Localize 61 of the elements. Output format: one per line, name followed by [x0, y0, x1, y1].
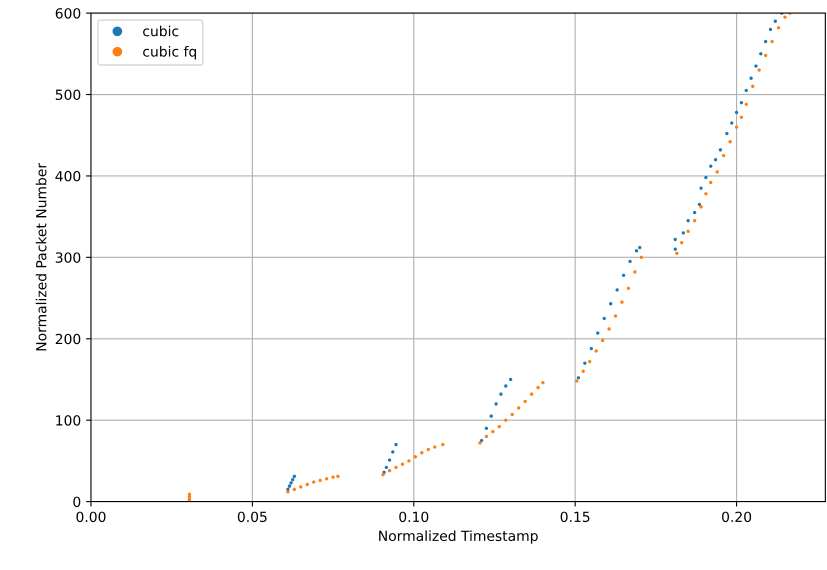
x-axis-title: Normalized Timestamp [379, 530, 538, 544]
point [576, 376, 580, 380]
point [686, 219, 690, 222]
point [504, 384, 508, 388]
point [674, 238, 677, 242]
x-tick-label: 0.05 [238, 512, 267, 522]
point [291, 478, 294, 482]
y-tick-label: 600 [56, 8, 80, 19]
point [744, 88, 748, 92]
point [740, 100, 744, 104]
point [494, 402, 498, 406]
point [725, 132, 729, 136]
point [590, 346, 594, 350]
point [764, 40, 768, 44]
point [628, 260, 632, 264]
point [384, 466, 388, 470]
point [674, 248, 677, 251]
y-tick-label: 300 [56, 252, 80, 263]
point [608, 302, 612, 306]
point [749, 76, 753, 80]
point [288, 484, 292, 488]
y-tick-label: 400 [55, 170, 80, 182]
x-tick-label: 0.00 [76, 512, 106, 522]
x-tick-label: 0.20 [722, 512, 752, 522]
y-tick-label: 0 [73, 496, 80, 508]
point [490, 414, 493, 418]
x-tick-label: 0.15 [560, 512, 590, 522]
point [734, 110, 738, 114]
point [682, 231, 686, 235]
y-tick-label: 200 [56, 334, 80, 344]
point [602, 316, 606, 320]
point [730, 121, 734, 125]
point [699, 186, 703, 190]
y-tick-label: 100 [56, 415, 80, 426]
point [596, 331, 600, 335]
legend-label: cubic fq [143, 46, 196, 60]
point [388, 458, 392, 462]
legend-label: cubic [143, 26, 178, 36]
point [714, 158, 718, 162]
y-tick-label: 500 [56, 89, 80, 100]
point [292, 474, 296, 478]
point [704, 176, 708, 180]
point [718, 148, 722, 152]
point [394, 442, 398, 446]
point [692, 210, 696, 214]
point [484, 426, 488, 430]
point [638, 246, 642, 250]
x-tick-label: 0.10 [399, 512, 428, 522]
point [709, 164, 712, 168]
point [634, 249, 638, 253]
point [768, 28, 772, 32]
point [615, 288, 619, 292]
point [759, 52, 762, 56]
point [583, 361, 587, 365]
point [774, 20, 778, 23]
point [508, 378, 512, 382]
y-axis-title: Normalized Packet Number [36, 162, 46, 350]
point [499, 392, 503, 396]
point [391, 450, 394, 454]
point [622, 274, 626, 277]
point [289, 481, 293, 485]
